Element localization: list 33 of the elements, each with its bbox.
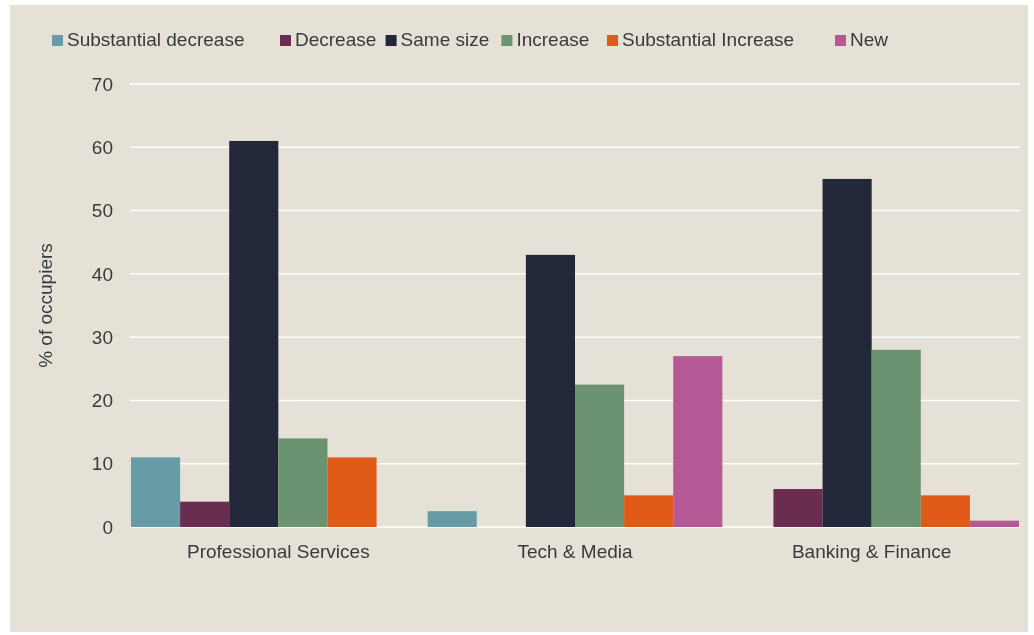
bar [822,178,872,527]
legend-label: Increase [516,29,590,50]
y-tick-label: 60 [91,136,113,158]
bar [229,140,279,527]
y-tick-label: 0 [102,516,113,538]
bar [278,438,328,527]
bar [327,457,377,527]
bar [180,501,230,527]
legend-label: Substantial decrease [67,29,245,50]
bar [575,384,625,527]
bar [624,495,674,527]
legend-label: Decrease [295,29,377,50]
y-tick-label: 40 [91,263,113,285]
legend-label: Same size [400,29,490,50]
bar [871,349,921,527]
y-tick-label: 70 [91,73,113,95]
bar [525,254,575,527]
bar [673,356,723,527]
y-tick-label: 10 [91,453,113,475]
y-axis-title: % of occupiers [35,243,56,368]
y-tick-label: 50 [91,200,113,222]
bar [920,495,970,527]
x-tick-label: Tech & Media [517,541,633,562]
legend-label: New [850,29,889,50]
y-tick-label: 30 [91,326,113,348]
legend-label: Substantial Increase [622,29,795,50]
bar [969,520,1020,527]
x-tick-label: Professional Services [186,541,370,562]
bar [773,489,823,527]
y-tick-label: 20 [91,390,113,412]
bar [130,457,181,527]
x-tick-label: Banking & Finance [791,541,952,562]
bar [427,511,477,527]
